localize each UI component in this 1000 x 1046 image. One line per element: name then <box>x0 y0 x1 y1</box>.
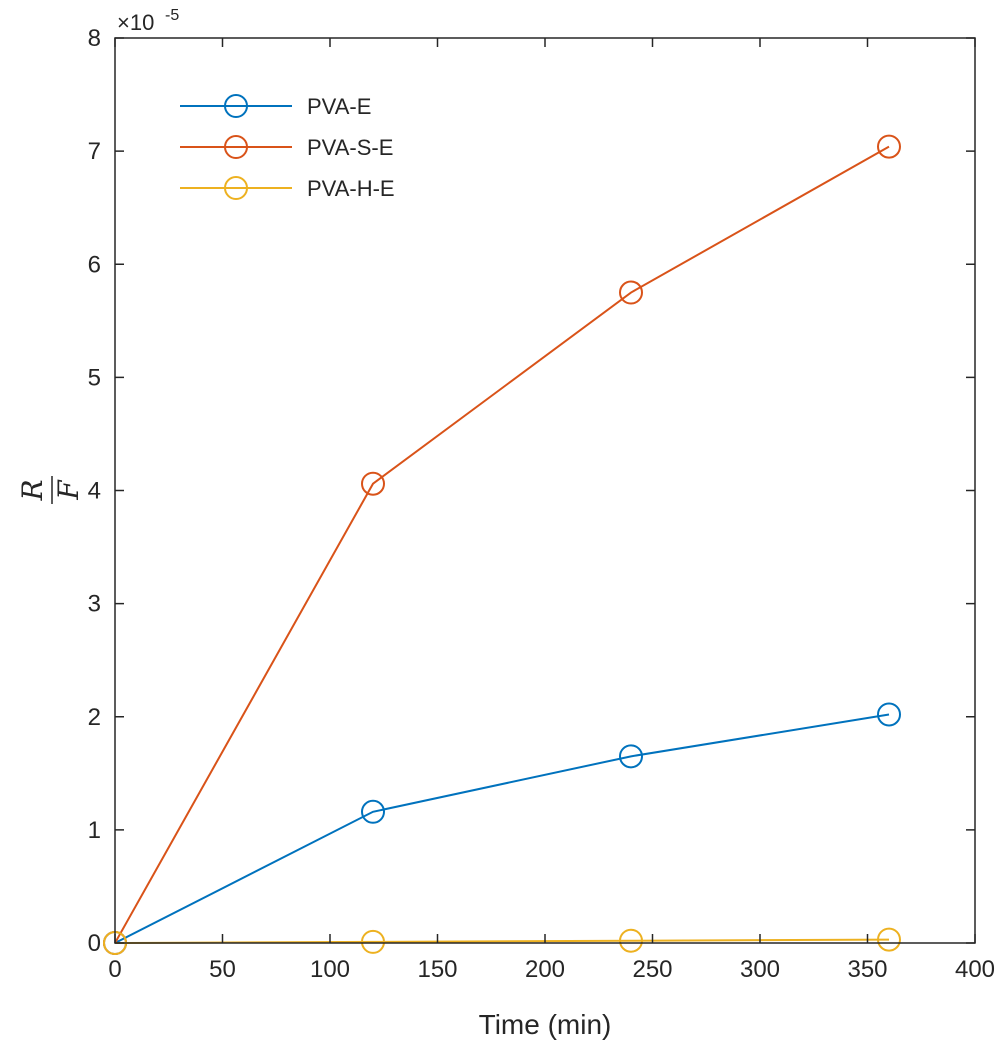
x-tick-label: 0 <box>108 956 121 983</box>
y-axis-title: R F <box>16 476 85 504</box>
y-tick-label: 0 <box>88 930 101 957</box>
y-tick-label: 2 <box>88 704 101 731</box>
legend-label: PVA-E <box>307 94 371 119</box>
data-point-pva-s-e <box>877 134 901 159</box>
y-tick-label: 6 <box>88 251 101 278</box>
y-axis-denominator: F <box>52 479 85 501</box>
legend-marker <box>224 135 248 159</box>
data-point-pva-e <box>619 744 643 769</box>
data-point-pva-s-e <box>619 280 643 305</box>
y-tick-label: 4 <box>88 478 101 505</box>
x-tick-label: 100 <box>310 956 350 983</box>
legend-marker <box>224 176 248 200</box>
legend-label: PVA-S-E <box>307 135 393 160</box>
y-tick-label: 5 <box>88 364 101 391</box>
series-line-pva-e <box>114 713 890 944</box>
y-axis-numerator: R <box>16 479 49 501</box>
data-point-pva-e <box>877 702 901 727</box>
legend-entry-pva-h-e: PVA-H-E <box>180 176 395 201</box>
legend-marker <box>224 94 248 118</box>
data-point-pva-h-e <box>361 929 385 954</box>
x-tick-label: 400 <box>955 956 995 983</box>
y-tick-label: 7 <box>88 138 101 165</box>
data-point-pva-e <box>361 799 385 824</box>
legend-entry-pva-e: PVA-E <box>180 94 371 119</box>
y-tick-label: 1 <box>88 817 101 844</box>
data-point-pva-s-e <box>361 471 385 496</box>
legend-label: PVA-H-E <box>307 176 395 201</box>
legend: PVA-E PVA-S-E PVA-H-E <box>180 94 395 201</box>
y-multiplier: ×10 <box>117 10 154 35</box>
x-tick-label: 200 <box>525 956 565 983</box>
y-tick-label: 8 <box>88 25 101 52</box>
y-tick-label: 3 <box>88 591 101 618</box>
x-tick-label: 50 <box>209 956 236 983</box>
series-line-pva-s-e <box>114 145 890 944</box>
x-tick-label: 250 <box>632 956 672 983</box>
data-point-pva-h-e <box>877 927 901 952</box>
legend-entry-pva-s-e: PVA-S-E <box>180 135 393 160</box>
data-point-pva-h-e <box>619 928 643 953</box>
x-tick-label: 150 <box>417 956 457 983</box>
x-tick-label: 300 <box>740 956 780 983</box>
x-tick-label: 350 <box>847 956 887 983</box>
plot-area <box>115 38 975 943</box>
x-axis-title: Time (min) <box>479 1009 612 1040</box>
y-exponent: -5 <box>165 7 179 24</box>
